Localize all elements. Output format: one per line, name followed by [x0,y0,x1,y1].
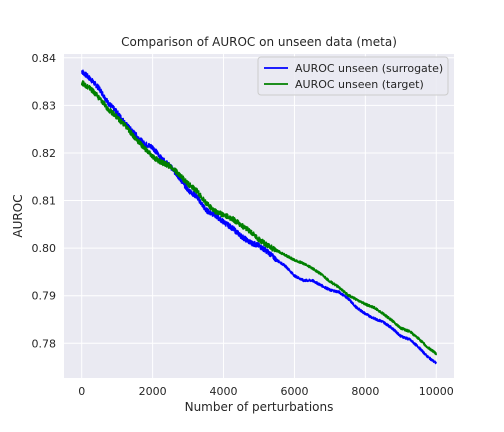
y-axis-label: AUROC [11,194,25,237]
x-tick-label: 6000 [280,385,308,398]
x-tick-label: 10000 [419,385,454,398]
y-tick-label: 0.80 [32,242,57,255]
legend-box [257,56,449,96]
y-tick-label: 0.81 [32,195,57,208]
legend-label-target: AUROC unseen (target) [295,78,424,91]
legend-label-surrogate: AUROC unseen (surrogate) [295,62,443,75]
y-tick-label: 0.79 [32,290,57,303]
x-tick-label: 8000 [351,385,379,398]
x-tick-label: 4000 [210,385,238,398]
grid [64,54,454,378]
x-tick-label: 0 [78,385,85,398]
legend: AUROC unseen (surrogate) AUROC unseen (t… [257,56,449,96]
y-tick-label: 0.83 [32,99,57,112]
y-tick-label: 0.84 [32,52,57,65]
series-line-target [80,80,438,356]
x-tick-label: 2000 [139,385,167,398]
chart-title: Comparison of AUROC on unseen data (meta… [121,35,397,49]
plot-area [64,54,454,378]
y-tick-label: 0.78 [32,337,57,350]
x-axis-label: Number of perturbations [185,400,334,414]
series-line-surrogate [81,69,437,365]
series-layer [80,69,438,365]
y-tick-label: 0.82 [32,147,57,160]
tick-labels: 0 2000 4000 6000 8000 10000 0.78 0.79 0.80 0.81 0.… [32,52,454,398]
